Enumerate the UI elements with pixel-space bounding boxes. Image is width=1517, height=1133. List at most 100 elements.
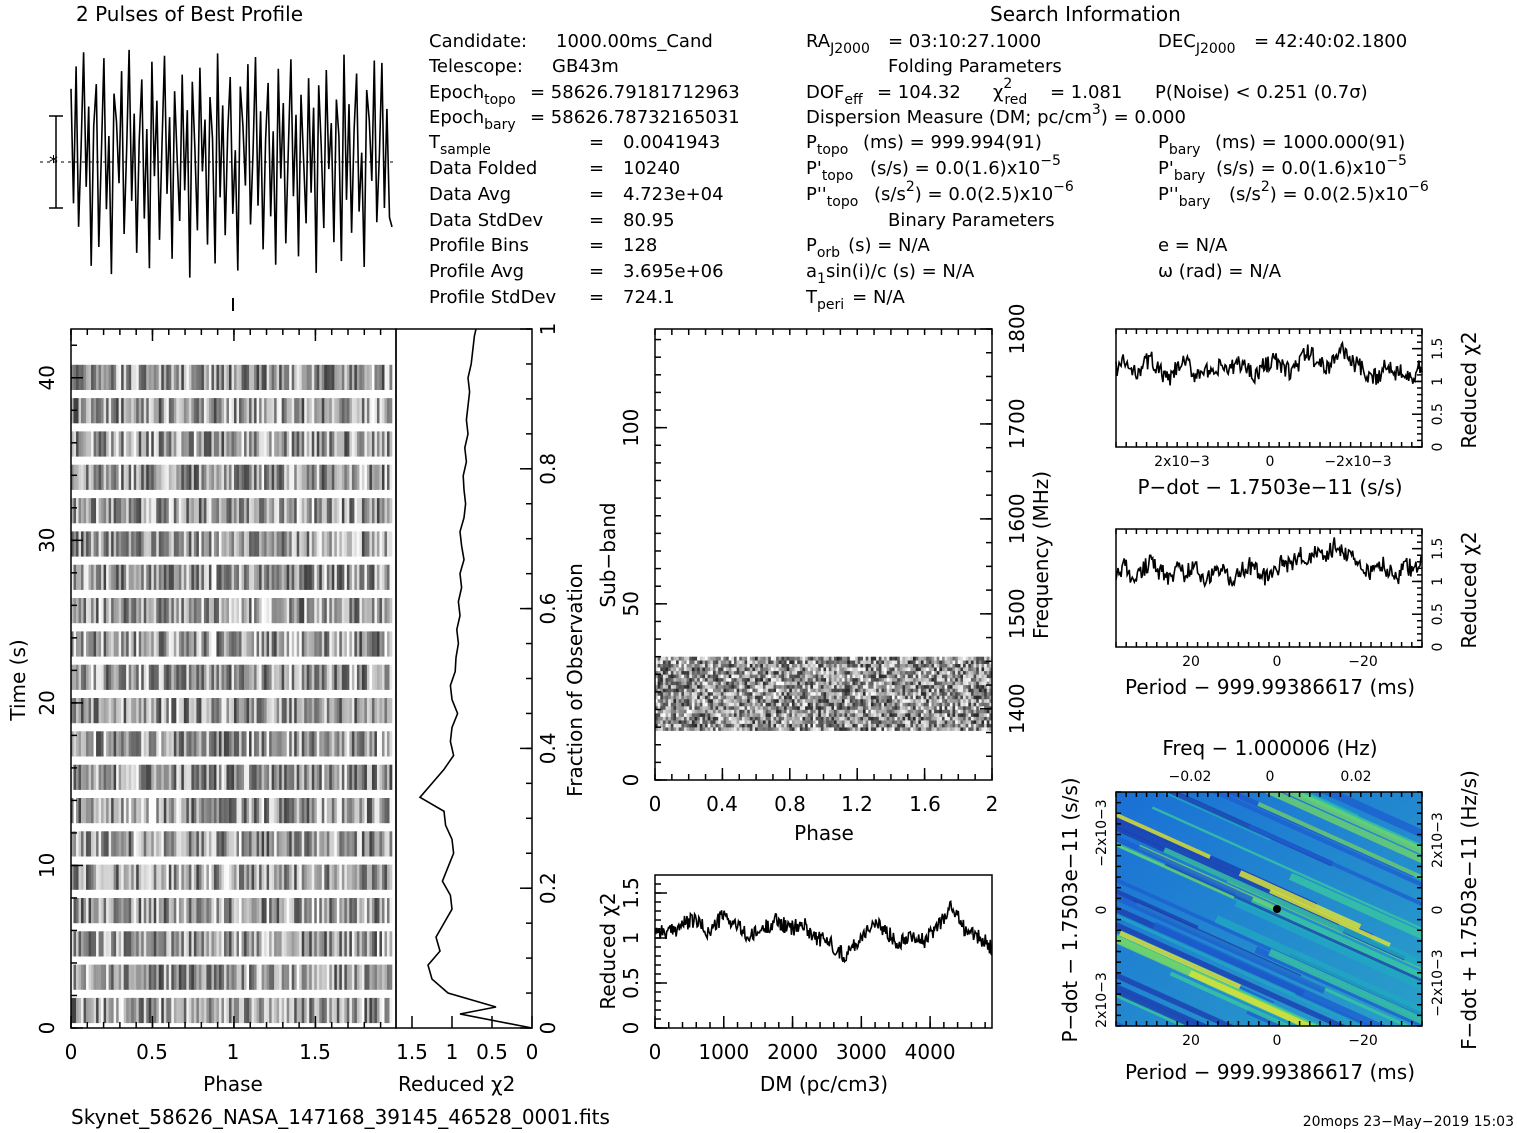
time-phase-cell xyxy=(178,498,182,524)
time-phase-cell xyxy=(389,431,393,457)
subband-cell xyxy=(989,681,993,686)
subband-cell xyxy=(768,695,772,700)
time-phase-cell xyxy=(81,531,84,557)
subband-cell xyxy=(984,727,988,731)
time-phase-cell xyxy=(371,364,375,390)
time-phase-cell xyxy=(161,431,165,457)
time-phase-cell xyxy=(326,864,330,890)
time-phase-cell xyxy=(266,731,270,757)
subband-cell xyxy=(689,713,693,717)
subband-cell xyxy=(673,695,677,700)
subband-cell xyxy=(857,695,861,700)
time-phase-cell xyxy=(168,898,172,924)
time-phase-cell xyxy=(128,698,132,724)
subband-cell xyxy=(955,684,959,689)
time-phase-cell xyxy=(341,798,345,824)
time-chi2-trace xyxy=(418,328,533,1029)
subband-cell xyxy=(784,699,787,703)
time-phase-cell xyxy=(349,464,353,490)
time-phase-cell xyxy=(211,831,215,857)
subband-cell xyxy=(739,681,743,686)
subband-cell xyxy=(891,674,895,679)
subband-cell xyxy=(915,699,919,703)
time-phase-cell xyxy=(158,398,162,424)
subband-cell xyxy=(876,681,880,686)
time-phase-cell xyxy=(271,731,275,757)
subband-cell xyxy=(826,716,830,721)
subband-cell xyxy=(836,709,840,714)
subband-cell xyxy=(902,713,906,717)
subband-cell xyxy=(784,723,787,728)
subband-cell xyxy=(926,688,930,693)
subband-cell xyxy=(889,709,893,714)
time-phase-cell xyxy=(376,598,380,624)
time-phase-cell xyxy=(173,564,177,590)
time-phase-cell xyxy=(101,864,104,890)
time-phase-cell xyxy=(168,598,172,624)
time-phase-cell xyxy=(203,498,207,524)
subband-cell xyxy=(707,713,711,717)
subband-cell xyxy=(984,677,988,682)
time-phase-cell xyxy=(274,598,277,624)
time-phase-cell xyxy=(73,864,77,890)
time-phase-cell xyxy=(351,997,355,1024)
subband-cell xyxy=(970,727,974,731)
time-phase-cell xyxy=(223,831,227,857)
time-phase-cell xyxy=(86,997,89,1024)
subband-cell xyxy=(739,702,743,707)
time-phase-cell xyxy=(78,498,82,524)
time-phase-cell xyxy=(211,464,215,490)
time-phase-cell xyxy=(81,431,84,457)
subband-cell xyxy=(889,684,893,689)
time-phase-cell xyxy=(166,831,170,857)
time-phase-cell xyxy=(356,931,360,957)
time-phase-cell xyxy=(158,798,162,824)
time-phase-cell xyxy=(156,698,160,724)
time-phase-cell xyxy=(376,798,380,824)
time-phase-cell xyxy=(146,631,150,657)
time-phase-cell xyxy=(196,864,200,890)
subband-cell xyxy=(944,688,948,693)
time-phase-cell xyxy=(356,698,360,724)
time-phase-cell xyxy=(221,598,225,624)
subband-cell xyxy=(884,727,887,731)
subband-cell xyxy=(913,716,916,721)
time-phase-cell xyxy=(88,931,92,957)
subband-cell xyxy=(710,699,714,703)
time-phase-cell xyxy=(96,698,99,724)
subband-cell xyxy=(726,684,730,689)
time-phase-cell xyxy=(153,831,157,857)
subband-cell xyxy=(683,723,687,728)
subband-cell xyxy=(802,684,806,689)
time-phase-cell xyxy=(324,997,328,1024)
time-phase-cell xyxy=(356,431,360,457)
subband-cell xyxy=(862,716,866,721)
time-phase-cell xyxy=(183,731,187,757)
subband-cell xyxy=(973,723,977,728)
subband-cell xyxy=(697,667,701,672)
subband-cell xyxy=(949,723,953,728)
time-phase-cell xyxy=(259,764,262,790)
time-phase-cell xyxy=(314,831,318,857)
time-phase-cell xyxy=(108,564,112,590)
subband-cell xyxy=(905,681,909,686)
subband-cell xyxy=(802,670,806,675)
subband-cell xyxy=(989,695,993,700)
subband-cell xyxy=(973,706,977,710)
time-phase-cell xyxy=(301,831,305,857)
subband-cell xyxy=(905,691,909,696)
subband-cell xyxy=(765,674,769,679)
subband-cell xyxy=(749,688,753,693)
time-phase-cell xyxy=(173,831,177,857)
subband-cell xyxy=(660,720,664,724)
subband-cell xyxy=(970,695,974,700)
time-phase-cell xyxy=(289,931,292,957)
tp-xtick-2: 1 xyxy=(227,1040,240,1064)
time-phase-cell xyxy=(381,564,385,590)
subband-cell xyxy=(897,670,901,675)
subband-cell xyxy=(786,667,790,672)
time-phase-cell xyxy=(208,731,212,757)
subband-cell xyxy=(973,699,977,703)
subband-cell xyxy=(810,727,814,731)
